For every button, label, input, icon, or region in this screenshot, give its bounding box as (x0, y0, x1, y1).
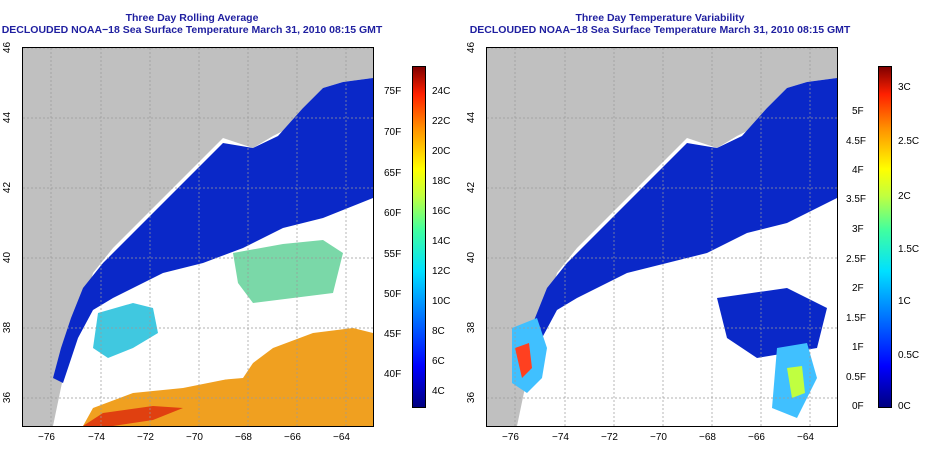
left-warm-gulfstream (83, 328, 373, 426)
left-cbar-c-6: 6C (432, 356, 445, 367)
right-cbar-c-0-5: 0.5C (898, 350, 920, 361)
left-lon-label-76: −76 (38, 432, 55, 443)
left-cbar-f-75: 75F (384, 86, 402, 97)
left-lon-label-72: −72 (137, 432, 154, 443)
left-cbar-f-45: 45F (384, 329, 402, 340)
right-cbar-f-2-5: 2.5F (846, 254, 867, 265)
right-lat-label-40: 40 (466, 251, 478, 264)
right-lon-label-68: −68 (699, 432, 716, 443)
left-cbar-f-70: 70F (384, 127, 402, 138)
left-cbar-f-60: 60F (384, 208, 402, 219)
left-grid (23, 48, 373, 426)
left-lat-label-44: 44 (2, 111, 14, 124)
right-cbar-c-3: 3C (898, 82, 911, 93)
right-cbar-c-1: 1C (898, 296, 911, 307)
right-colorbar (878, 66, 892, 408)
left-cbar-f-50: 50F (384, 289, 402, 300)
right-cbar-c-2: 2C (898, 191, 911, 202)
left-colorbar (412, 66, 426, 408)
right-cbar-f-1: 1F (852, 342, 864, 353)
right-panel-title: Three Day Temperature Variability DECLOU… (450, 12, 870, 36)
right-lon-label-72: −72 (601, 432, 618, 443)
left-cbar-f-40: 40F (384, 369, 402, 380)
left-panel-title: Three Day Rolling Average DECLOUDED NOAA… (0, 12, 402, 36)
left-cbar-c-22: 22C (432, 116, 451, 127)
left-cbar-c-16: 16C (432, 206, 451, 217)
left-cbar-f-65: 65F (384, 168, 402, 179)
left-cbar-f-55: 55F (384, 249, 402, 260)
right-low-variability (517, 78, 837, 383)
right-lat-label-44: 44 (466, 111, 478, 124)
left-cbar-c-18: 18C (432, 176, 451, 187)
right-lat-label-38: 38 (466, 321, 478, 334)
left-lat-label-46: 46 (2, 41, 14, 54)
right-cbar-f-0-5: 0.5F (846, 372, 867, 383)
left-cbar-c-14: 14C (432, 236, 451, 247)
right-cbar-c-2-5: 2.5C (898, 136, 920, 147)
left-lat-label-38: 38 (2, 321, 14, 334)
right-cbar-c-0: 0C (898, 401, 911, 412)
right-cbar-f-5: 5F (852, 106, 864, 117)
right-map[interactable] (486, 47, 838, 427)
left-hot-core (83, 406, 183, 426)
right-cbar-f-4-5: 4.5F (846, 136, 867, 147)
right-cbar-f-4: 4F (852, 165, 864, 176)
left-teal-band (233, 240, 343, 303)
right-land-mass (487, 48, 837, 426)
left-lat-label-36: 36 (2, 391, 14, 404)
right-lon-label-66: −66 (748, 432, 765, 443)
right-lon-label-70: −70 (650, 432, 667, 443)
left-title-line2: DECLOUDED NOAA−18 Sea Surface Temperatur… (1, 24, 383, 36)
left-lon-label-70: −70 (186, 432, 203, 443)
right-cbar-f-2: 2F (852, 283, 864, 294)
left-lat-label-42: 42 (2, 181, 14, 194)
right-cbar-f-3: 3F (852, 224, 864, 235)
right-cbar-c-1-5: 1.5C (898, 244, 920, 255)
right-cbar-f-0: 0F (852, 401, 864, 412)
right-title-line1: Three Day Temperature Variability (575, 12, 745, 24)
left-cloud-gap (153, 338, 263, 383)
left-lon-label-66: −66 (284, 432, 301, 443)
right-offshore-patch (717, 288, 827, 358)
right-title-line2: DECLOUDED NOAA−18 Sea Surface Temperatur… (469, 24, 851, 36)
left-land-mass (23, 48, 373, 426)
right-lon-label-74: −74 (552, 432, 569, 443)
left-cbar-c-20: 20C (432, 146, 451, 157)
left-lon-label-68: −68 (235, 432, 252, 443)
right-lon-label-64: −64 (797, 432, 814, 443)
right-grid (487, 48, 837, 426)
left-map-svg (23, 48, 373, 426)
left-cyan-shelf (93, 303, 158, 358)
right-cbar-f-1-5: 1.5F (846, 313, 867, 324)
left-cold-water (53, 78, 373, 383)
left-lon-label-64: −64 (333, 432, 350, 443)
left-title-line1: Three Day Rolling Average (125, 12, 259, 24)
right-cbar-f-3-5: 3.5F (846, 194, 867, 205)
left-cbar-c-24: 24C (432, 86, 451, 97)
left-lat-label-40: 40 (2, 251, 14, 264)
left-cbar-c-10: 10C (432, 296, 451, 307)
left-map[interactable] (22, 47, 374, 427)
left-lon-label-74: −74 (88, 432, 105, 443)
right-lon-label-76: −76 (502, 432, 519, 443)
right-southeast-hot (787, 366, 805, 398)
right-coastal-hot (515, 343, 532, 378)
left-cbar-c-4: 4C (432, 386, 445, 397)
right-map-svg (487, 48, 837, 426)
right-lat-label-42: 42 (466, 181, 478, 194)
left-cbar-c-12: 12C (432, 266, 451, 277)
left-cbar-c-8: 8C (432, 326, 445, 337)
right-lat-label-36: 36 (466, 391, 478, 404)
right-lat-label-46: 46 (466, 41, 478, 54)
